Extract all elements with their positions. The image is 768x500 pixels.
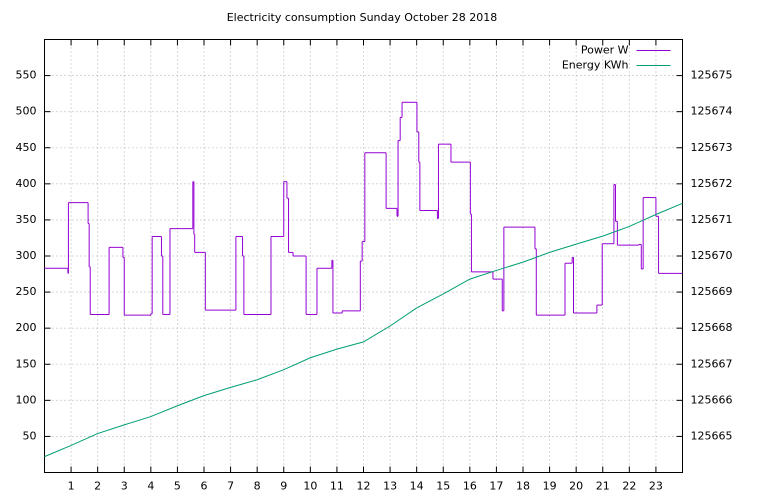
legend-label: Energy KWh (562, 59, 629, 72)
x-tick-label: 11 (330, 480, 344, 493)
y-tick-label: 450 (16, 141, 37, 154)
x-tick-label: 21 (596, 480, 610, 493)
x-tick-label: 6 (201, 480, 208, 493)
y-tick-label: 100 (16, 393, 37, 406)
x-tick-label: 8 (254, 480, 261, 493)
series-line (44, 202, 683, 458)
x-tick-label: 20 (569, 480, 583, 493)
y-tick-label: 150 (16, 357, 37, 370)
x-tick-label: 2 (94, 480, 101, 493)
legend-label: Power W (581, 44, 629, 57)
x-tick-label: 12 (357, 480, 371, 493)
x-tick-label: 10 (303, 480, 317, 493)
x-tick-label: 4 (147, 480, 154, 493)
chart-title: Electricity consumption Sunday October 2… (227, 11, 498, 24)
y-tick-label: 300 (16, 249, 37, 262)
x-tick-label: 5 (174, 480, 181, 493)
y2-tick-label: 125670 (691, 249, 733, 262)
y-tick-label: 550 (16, 69, 37, 82)
x-tick-label: 14 (410, 480, 424, 493)
x-tick-label: 19 (543, 480, 557, 493)
y-tick-label: 200 (16, 321, 37, 334)
x-tick-label: 1 (68, 480, 75, 493)
y2-tick-label: 125669 (691, 285, 733, 298)
y-tick-label: 350 (16, 213, 37, 226)
y-tick-label: 250 (16, 285, 37, 298)
y2-tick-label: 125666 (691, 393, 733, 406)
x-tick-label: 22 (622, 480, 636, 493)
x-tick-label: 3 (121, 480, 128, 493)
x-tick-label: 16 (463, 480, 477, 493)
y2-tick-label: 125668 (691, 321, 733, 334)
x-tick-label: 9 (280, 480, 287, 493)
y2-tick-label: 125671 (691, 213, 733, 226)
y-tick-label: 400 (16, 177, 37, 190)
y2-tick-label: 125674 (691, 105, 733, 118)
x-tick-label: 15 (436, 480, 450, 493)
x-tick-label: 13 (383, 480, 397, 493)
x-tick-label: 18 (516, 480, 530, 493)
y2-tick-label: 125667 (691, 357, 733, 370)
y-tick-label: 500 (16, 105, 37, 118)
y2-tick-label: 125675 (691, 69, 733, 82)
y2-tick-label: 125665 (691, 429, 733, 442)
x-tick-label: 17 (489, 480, 503, 493)
x-tick-label: 23 (649, 480, 663, 493)
plot-frame (44, 39, 683, 473)
y-tick-label: 50 (23, 429, 37, 442)
y2-tick-label: 125672 (691, 177, 733, 190)
x-tick-label: 7 (227, 480, 234, 493)
y2-tick-label: 125673 (691, 141, 733, 154)
